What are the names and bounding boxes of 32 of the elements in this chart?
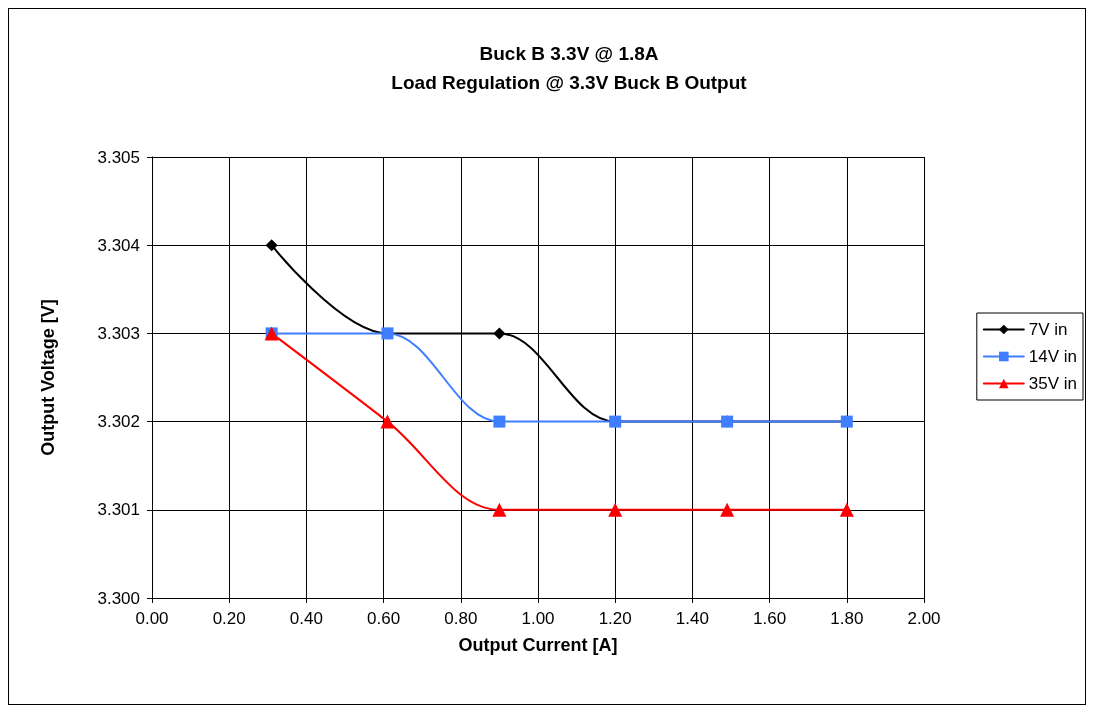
x-tick-label: 2.00 [907,609,941,628]
y-tick-label: 3.305 [97,147,140,167]
legend-label: 14V in [1028,347,1077,366]
x-tick-label: 1.80 [830,609,864,628]
point [493,415,506,428]
y-tick-label: 3.300 [97,588,140,608]
y-tick-label: 3.304 [97,235,140,255]
y-axis-title: Output Voltage [V] [38,299,58,456]
legend-label: 7V in [1028,320,1068,339]
point [493,327,506,340]
y-tick-label: 3.302 [97,412,140,432]
x-tick-label: 0.80 [444,609,478,628]
point [492,502,507,517]
x-tick-label: 0.60 [367,609,401,628]
x-tick-label: 1.60 [753,609,787,628]
y-tick-label: 3.301 [97,500,140,520]
x-tick-label: 1.40 [675,609,709,628]
point [608,502,623,517]
x-tick-label: 1.20 [598,609,632,628]
x-axis-title: Output Current [A] [458,635,618,655]
legend-label: 35V in [1028,374,1077,393]
x-tick-label: 1.00 [521,609,555,628]
chart-title: Buck B 3.3V @ 1.8A [479,43,659,64]
point [380,414,395,429]
chart-subtitle: Load Regulation @ 3.3V Buck B Output [391,72,748,93]
point [720,502,735,517]
point [839,502,854,517]
point [265,239,278,252]
x-tick-label: 0.00 [135,609,169,628]
x-tick-label: 0.20 [212,609,246,628]
y-tick-label: 3.303 [97,323,140,343]
x-tick-label: 0.40 [289,609,323,628]
